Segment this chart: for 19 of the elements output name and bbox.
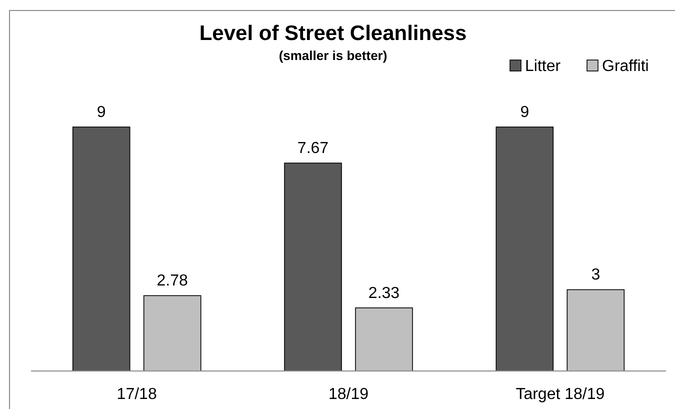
bar	[355, 307, 413, 372]
legend-label: Graffiti	[602, 58, 649, 75]
chart-subtitle: (smaller is better)	[278, 48, 388, 63]
legend-label: Litter	[525, 58, 562, 75]
x-tick-label: 17/18	[116, 386, 157, 403]
data-label: 7.67	[297, 140, 329, 158]
chart-title: Level of Street Cleanliness	[199, 22, 467, 45]
data-label: 9	[96, 104, 106, 121]
x-tick-label: 18/19	[328, 386, 369, 403]
data-label: 2.33	[368, 284, 400, 302]
x-tick-label: Target 18/19	[516, 386, 605, 403]
bar	[143, 295, 202, 372]
bar	[72, 126, 130, 372]
bar	[284, 162, 342, 372]
data-label: 9	[520, 104, 530, 121]
data-label: 2.78	[156, 272, 188, 290]
bar	[566, 289, 625, 372]
data-label: 3	[591, 266, 600, 284]
bar	[496, 126, 554, 372]
